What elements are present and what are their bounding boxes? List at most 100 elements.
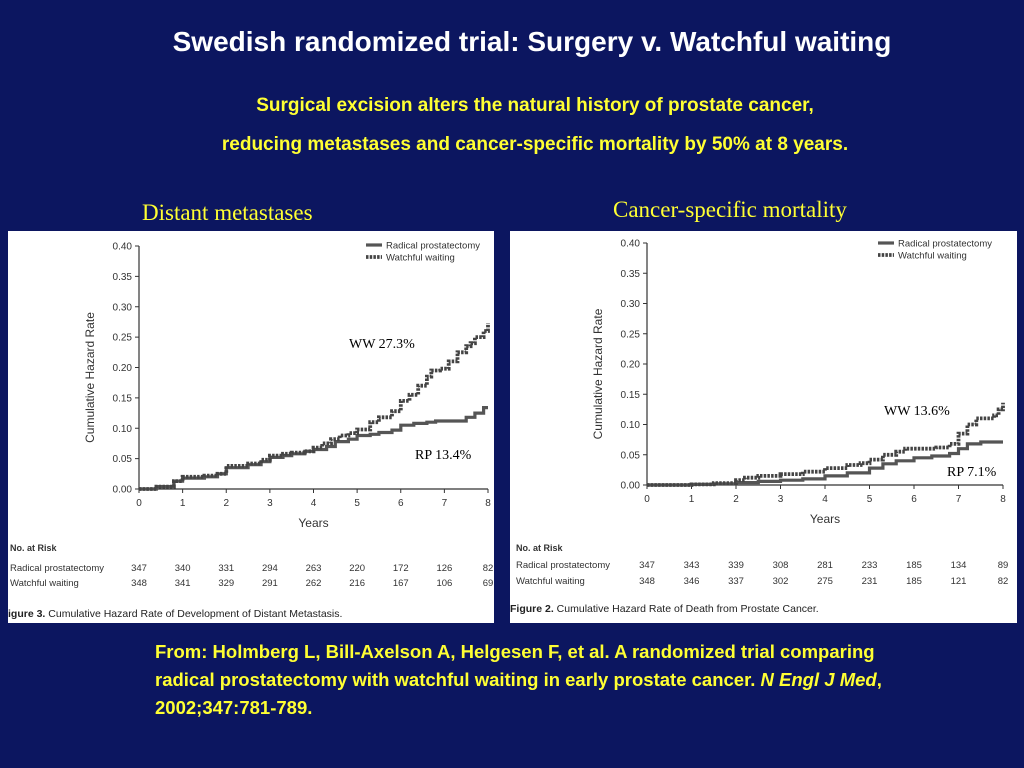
at-risk-value: 302 (773, 576, 789, 587)
at-risk-value: 231 (862, 576, 878, 587)
series-line-watchful-waiting (139, 323, 490, 491)
y-axis-label: Cumulative Hazard Rate (591, 308, 605, 439)
y-tick-label: 0.15 (621, 390, 641, 401)
figure-caption: Figure 2. Cumulative Hazard Rate of Deat… (510, 603, 819, 615)
at-risk-value: 291 (262, 578, 278, 589)
series-line-radical-prostatectomy (139, 406, 488, 491)
subtitle-line-1: Surgical excision alters the natural his… (256, 95, 814, 116)
at-risk-value: 106 (436, 578, 452, 589)
x-tick-label: 6 (911, 494, 917, 505)
annotation-label: RP 7.1% (947, 465, 997, 480)
citation-text: From: Holmberg L, Bill-Axelson A, Helges… (155, 641, 875, 690)
x-tick-label: 4 (311, 498, 317, 509)
x-tick-label: 2 (733, 494, 739, 505)
figure-caption-number: Figure 2. (510, 603, 554, 615)
x-tick-label: 1 (689, 494, 695, 505)
at-risk-value: 126 (436, 563, 452, 574)
y-tick-label: 0.10 (113, 424, 133, 435)
y-tick-label: 0.05 (621, 450, 641, 461)
at-risk-value: 343 (684, 560, 700, 571)
y-tick-label: 0.35 (113, 272, 133, 283)
x-tick-label: 8 (485, 498, 491, 509)
at-risk-value: 185 (906, 576, 922, 587)
annotation-label: WW 27.3% (349, 337, 415, 352)
x-tick-label: 5 (867, 494, 873, 505)
legend-label: Radical prostatectomy (386, 241, 480, 252)
legend-label: Watchful waiting (898, 251, 967, 262)
figure-caption-text: Cumulative Hazard Rate of Development of… (45, 608, 342, 620)
at-risk-value: 134 (951, 560, 967, 571)
metastases-chart: 0.00 0.05 0.10 0.15 0.20 0.25 0.30 0.35 0.40 0 1 2 3… (8, 241, 494, 621)
at-risk-row-label: Radical prostatectomy (516, 560, 610, 571)
citation-volume: , 2002;347:781-789. (155, 669, 882, 718)
at-risk-value: 346 (684, 576, 700, 587)
at-risk-value: 281 (817, 560, 833, 571)
at-risk-value: 172 (393, 563, 409, 574)
at-risk-value: 233 (862, 560, 878, 571)
y-tick-label: 0.20 (621, 360, 641, 371)
at-risk-value: 329 (218, 578, 234, 589)
at-risk-header: No. at Risk (10, 543, 58, 553)
panel-label-metastases: Distant metastases (142, 200, 313, 225)
at-risk-value: 89 (998, 560, 1009, 571)
x-tick-label: 7 (956, 494, 962, 505)
at-risk-value: 167 (393, 578, 409, 589)
x-tick-label: 2 (223, 498, 229, 509)
at-risk-value: 308 (773, 560, 789, 571)
x-tick-label: 6 (398, 498, 404, 509)
figure-caption: igure 3. Cumulative Hazard Rate of Devel… (8, 608, 342, 620)
at-risk-value: 185 (906, 560, 922, 571)
legend-label: Radical prostatectomy (898, 239, 992, 250)
y-tick-label: 0.30 (113, 302, 133, 313)
at-risk-value: 275 (817, 576, 833, 587)
y-tick-label: 0.20 (113, 363, 133, 374)
at-risk-value: 347 (639, 560, 655, 571)
figure-caption-number: igure 3. (8, 608, 45, 620)
x-tick-label: 0 (644, 494, 650, 505)
at-risk-value: 263 (306, 563, 322, 574)
chart-panel-metastases: 0.00 0.05 0.10 0.15 0.20 0.25 0.30 0.35 0.40 0 1 2 3… (8, 231, 494, 623)
subtitle-line-2: reducing metastases and cancer-specific … (221, 134, 849, 155)
at-risk-value: 337 (728, 576, 744, 587)
figure-caption-text: Cumulative Hazard Rate of Death from Pro… (554, 603, 819, 615)
at-risk-value: 121 (951, 576, 967, 587)
y-axis-label: Cumulative Hazard Rate (83, 312, 97, 443)
x-tick-label: 1 (180, 498, 186, 509)
at-risk-value: 216 (349, 578, 365, 589)
at-risk-value: 220 (349, 563, 365, 574)
at-risk-value: 347 (131, 563, 147, 574)
x-tick-label: 7 (442, 498, 448, 509)
at-risk-value: 82 (998, 576, 1009, 587)
y-tick-label: 0.25 (621, 329, 641, 340)
at-risk-value: 341 (175, 578, 191, 589)
at-risk-row-label: Radical prostatectomy (10, 563, 104, 574)
x-axis-label: Years (810, 512, 840, 526)
series-line-watchful-waiting (647, 402, 1005, 487)
x-tick-label: 5 (354, 498, 360, 509)
y-tick-label: 0.40 (113, 242, 133, 253)
y-tick-label: 0.35 (621, 269, 641, 280)
at-risk-row-label: Watchful waiting (516, 576, 585, 587)
slide-title: Swedish randomized trial: Surgery v. Wat… (172, 26, 892, 57)
at-risk-value: 294 (262, 563, 278, 574)
chart-panel-mortality: 0.00 0.05 0.10 0.15 0.20 0.25 0.30 0.35 0.40 0 1 2 3… (510, 231, 1017, 623)
y-tick-label: 0.00 (113, 485, 133, 496)
at-risk-header: No. at Risk (516, 543, 564, 553)
x-axis-label: Years (298, 516, 328, 530)
annotation-label: WW 13.6% (884, 404, 950, 419)
y-tick-label: 0.10 (621, 420, 641, 431)
legend-label: Watchful waiting (386, 253, 455, 264)
annotation-label: RP 13.4% (415, 448, 472, 463)
y-tick-label: 0.05 (113, 454, 133, 465)
at-risk-value: 340 (175, 563, 191, 574)
at-risk-value: 262 (306, 578, 322, 589)
mortality-chart: 0.000.050.100.150.200.250.300.350.400 1 2 3… (510, 239, 1009, 616)
panel-label-mortality: Cancer-specific mortality (613, 197, 847, 222)
x-tick-label: 3 (778, 494, 784, 505)
at-risk-value: 69 (483, 578, 494, 589)
at-risk-value: 348 (131, 578, 147, 589)
x-tick-label: 8 (1000, 494, 1006, 505)
x-tick-label: 0 (136, 498, 142, 509)
at-risk-row-label: Watchful waiting (10, 578, 79, 589)
citation: From: Holmberg L, Bill-Axelson A, Helges… (155, 638, 915, 722)
